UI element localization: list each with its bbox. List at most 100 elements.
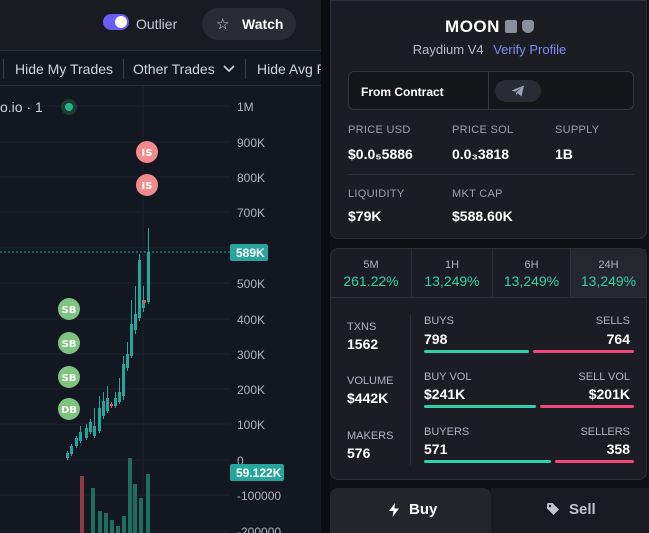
candle-body <box>98 408 101 431</box>
chevron-down-icon <box>223 65 235 73</box>
liquidity-label: LIQUIDITY <box>348 188 405 200</box>
axis-tick-label: 300K <box>237 348 265 362</box>
axis-tick-label: 500K <box>237 277 265 291</box>
contract-box: From Contract <box>348 71 634 110</box>
candle-body <box>93 426 96 436</box>
hide-avg-price-button[interactable]: Hide Avg P <box>257 61 321 77</box>
chart-panel: Outlier ☆ Watch Hide My Trades Other Tra… <box>0 0 321 533</box>
timeframe-24h[interactable]: 24H 13,249% <box>571 249 646 297</box>
toolbar-separator <box>245 59 246 79</box>
pair-label: o.io · 1 <box>0 99 43 115</box>
sellers-value: 358 <box>606 441 630 457</box>
supply-value: 1B <box>555 146 573 162</box>
candle-body <box>106 398 109 411</box>
buyers-label: BUYERS <box>424 426 470 438</box>
timeframe-change: 261.22% <box>343 273 399 289</box>
price-usd-value: $0.0₅5886 <box>348 146 413 162</box>
buyers-value: 571 <box>424 441 448 457</box>
volume-bar <box>91 488 95 533</box>
makers-label: MAKERS <box>347 430 394 442</box>
mkt-cap-label: MKT CAP <box>452 188 503 200</box>
axis-tick-label: 1M <box>237 100 254 114</box>
lightning-icon <box>389 503 399 517</box>
dex-name: Raydium V4 <box>412 42 484 57</box>
sellers-label: SELLERS <box>580 426 630 438</box>
volume-bar <box>122 516 126 533</box>
marker-circle <box>136 141 158 163</box>
volume-bar <box>139 498 143 533</box>
buy-vol-value: $241K <box>424 386 466 402</box>
outlier-toggle[interactable] <box>103 14 129 30</box>
sell-vol-bar <box>540 405 634 408</box>
watch-button[interactable]: ☆ Watch <box>202 8 296 40</box>
candle-body <box>142 300 145 308</box>
txns-value: 1562 <box>347 336 379 352</box>
timeframe-separator <box>492 249 493 297</box>
candle-body <box>143 300 146 303</box>
timeframe-label: 1H <box>444 259 460 271</box>
hide-my-trades-button[interactable]: Hide My Trades <box>15 61 114 77</box>
timeframe-label: 24H <box>598 259 619 271</box>
telegram-button[interactable] <box>495 80 541 102</box>
current-price-badge <box>230 244 268 261</box>
stats-divider <box>348 174 634 175</box>
timeframe-1h[interactable]: 1H 13,249% <box>412 249 492 297</box>
other-trades-dropdown[interactable]: Other Trades <box>133 61 235 77</box>
sell-label: Sell <box>569 501 596 518</box>
telegram-icon <box>511 85 524 97</box>
candle-body <box>138 260 141 318</box>
volume-bar <box>133 484 137 533</box>
timeframe-5m[interactable]: 5M 261.22% <box>331 249 411 297</box>
buy-label: Buy <box>409 501 438 518</box>
liquidity-value: $79K <box>348 208 382 224</box>
axis-tick-label: 400K <box>237 313 265 327</box>
volume-bar <box>146 474 150 533</box>
marker-label: IS <box>142 148 153 159</box>
shield-icon[interactable] <box>521 20 534 33</box>
makers-value: 576 <box>347 445 371 461</box>
buys-label: BUYS <box>424 315 454 327</box>
candle-body <box>85 428 88 438</box>
price-sol-label: PRICE SOL <box>452 124 514 136</box>
candle-body <box>134 314 137 330</box>
timeframe-separator <box>570 249 571 297</box>
volume-label: VOLUME <box>347 375 394 387</box>
marker-circle <box>136 174 158 196</box>
volume-bar <box>110 520 114 533</box>
buy-vol-label: BUY VOL <box>424 371 472 383</box>
buy-vol-bar <box>424 405 536 408</box>
candle-body <box>118 392 121 402</box>
buy-tab[interactable]: Buy <box>330 488 491 533</box>
chart-topbar: Outlier ☆ Watch <box>0 0 321 50</box>
verify-profile-link[interactable]: Verify Profile <box>493 42 567 57</box>
sellers-bar <box>555 460 634 463</box>
buy-marker: SB <box>58 366 80 388</box>
volume-bar <box>80 476 84 533</box>
copy-icon[interactable] <box>504 20 517 33</box>
sell-tab[interactable]: Sell <box>491 488 649 533</box>
tag-icon <box>547 503 559 515</box>
volume-bar <box>98 511 102 533</box>
buys-value: 798 <box>424 331 448 347</box>
sell-vol-label: SELL VOL <box>578 371 630 383</box>
timeframe-6h[interactable]: 6H 13,249% <box>493 249 570 297</box>
axis-tick-label: -200000 <box>237 525 281 533</box>
timeframe-change: 13,249% <box>424 273 480 289</box>
volume-label: 59.122K <box>236 466 282 480</box>
toolbar-separator <box>3 59 4 79</box>
current-price-label: 589K <box>236 246 265 260</box>
timeframe-label: 6H <box>524 259 539 271</box>
candle-body <box>126 354 129 368</box>
marker-circle <box>58 298 80 320</box>
chart-toolbar: Hide My Trades Other Trades Hide Avg P <box>0 50 321 86</box>
transactions-card: 5M 261.22% 1H 13,249% 6H 13,249% 24H 13,… <box>330 248 647 480</box>
token-subline: Raydium V4 Verify Profile <box>331 42 648 57</box>
volume-badge <box>230 464 284 481</box>
token-title: MOON <box>331 17 648 37</box>
candle-body <box>122 364 125 396</box>
sell-marker: IS <box>136 174 158 196</box>
token-name: MOON <box>445 17 500 36</box>
price-chart[interactable]: 1M900K800K700K600K500K400K300K200K100K0-… <box>0 86 321 533</box>
candle-body <box>114 398 117 406</box>
from-contract-label[interactable]: From Contract <box>361 85 444 99</box>
